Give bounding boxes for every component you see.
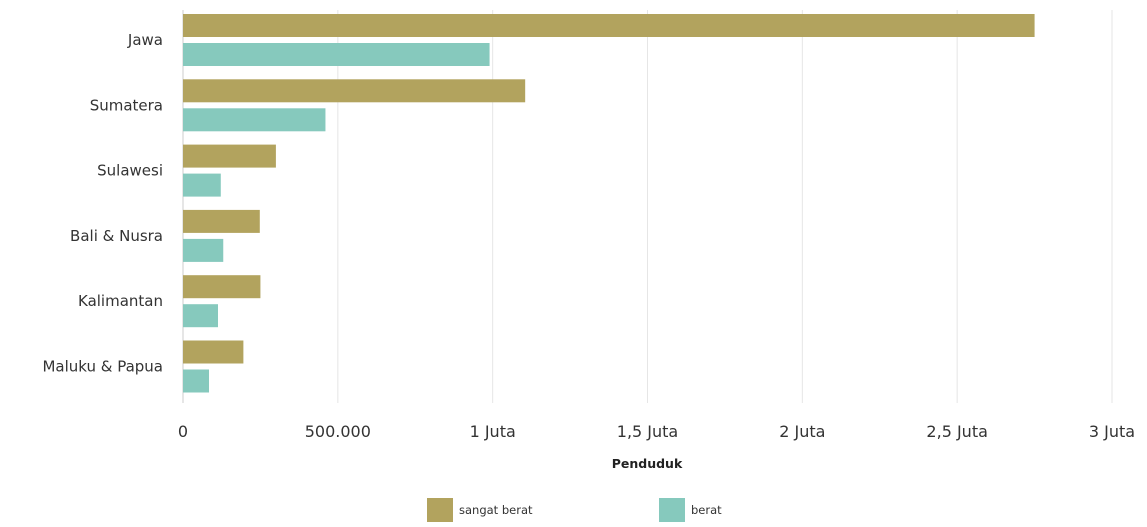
category-label: Maluku & Papua [42, 358, 163, 376]
grid-layer [182, 10, 1113, 403]
x-tick-label: 2,5 Juta [926, 422, 987, 441]
category-labels: Jawa Sumatera Sulawesi Bali & Nusra Kalimant… [42, 31, 163, 376]
legend-label: berat [691, 503, 722, 517]
legend-item[interactable]: berat [659, 498, 722, 522]
category-label: Sulawesi [97, 162, 163, 180]
legend-swatch [659, 498, 685, 522]
bar-berat[interactable] [183, 173, 221, 197]
bar-sangat-berat[interactable] [183, 209, 260, 233]
bar-sangat-berat[interactable] [183, 275, 261, 299]
bar-berat[interactable] [183, 304, 218, 328]
bar-berat[interactable] [183, 369, 210, 393]
bar-sangat-berat[interactable] [183, 340, 244, 364]
bars-layer [183, 14, 1035, 393]
legend-item[interactable]: sangat berat [427, 498, 533, 522]
legend-label: sangat berat [459, 503, 533, 517]
category-label: Jawa [127, 31, 163, 49]
x-tick-label: 3 Juta [1089, 422, 1135, 441]
category-label: Sumatera [90, 96, 163, 114]
category-label: Kalimantan [78, 292, 163, 310]
bar-sangat-berat[interactable] [183, 79, 526, 103]
legend-swatch [427, 498, 453, 522]
x-axis-title: Penduduk [612, 456, 683, 471]
bar-sangat-berat[interactable] [183, 144, 276, 168]
x-tick-label: 0 [178, 422, 188, 441]
bar-sangat-berat[interactable] [183, 14, 1035, 37]
category-label: Bali & Nusra [70, 227, 163, 245]
x-tick-label: 2 Juta [779, 422, 825, 441]
x-tick-label: 1,5 Juta [617, 422, 678, 441]
x-tick-label: 1 Juta [470, 422, 516, 441]
legend[interactable]: sangat berat berat [427, 498, 722, 522]
bar-berat[interactable] [183, 238, 224, 262]
bar-berat[interactable] [183, 43, 490, 66]
bar-berat[interactable] [183, 108, 326, 132]
x-tick-label: 500.000 [305, 422, 371, 441]
x-tick-labels: 0 500.000 1 Juta 1,5 Juta 2 Juta 2,5 Juta 3 Ju… [178, 422, 1135, 441]
